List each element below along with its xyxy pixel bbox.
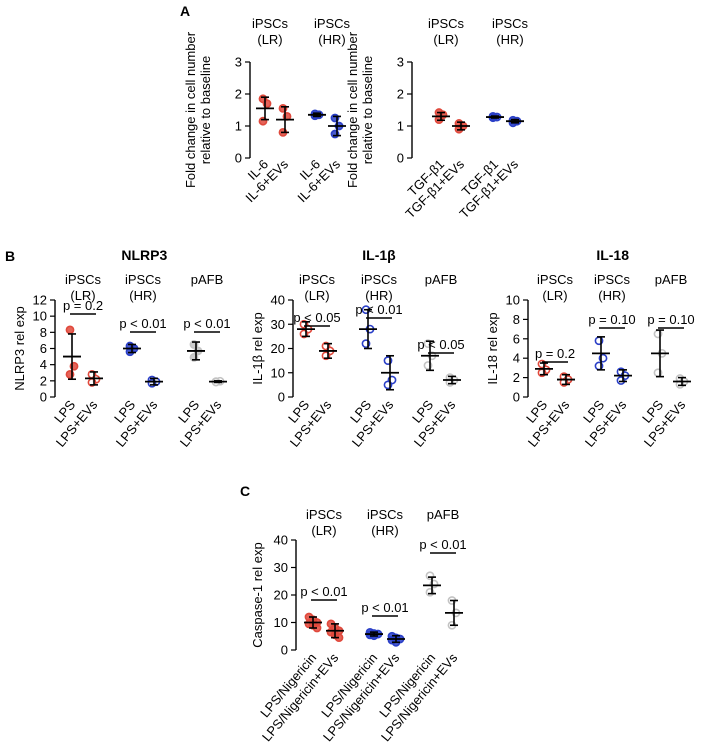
y-tick-label: 4	[40, 357, 47, 372]
y-tick-label: 8	[513, 312, 520, 327]
chart-title: NLRP3	[121, 247, 167, 263]
p-value-label: p < 0.01	[119, 316, 166, 331]
y-tick-label: 10	[506, 293, 520, 308]
p-value-label: p < 0.01	[361, 600, 408, 615]
group-label: iPSCs	[361, 272, 398, 287]
y-tick-label: 2	[235, 87, 242, 102]
y-axis-label: relative to baseline	[198, 56, 213, 164]
y-tick-label: 10	[271, 365, 285, 380]
chart-A2: 0 1 2 3 Fold change in cell number relative t…	[345, 16, 529, 221]
group-label: (LR)	[70, 288, 95, 303]
y-tick-label: 2	[40, 373, 47, 388]
p-value-label: p = 0.10	[588, 312, 635, 327]
group-label: iPSCs	[65, 272, 102, 287]
y-axis-label: Fold change in cell number	[183, 31, 198, 188]
y-axis-label: relative to baseline	[360, 56, 375, 164]
p-value-label: p = 0.10	[647, 312, 694, 327]
group-label: pAFB	[425, 272, 458, 287]
y-tick-label: 0	[513, 390, 520, 405]
y-axis-label: NLRP3 rel exp	[12, 306, 27, 391]
y-tick-label: 3	[397, 55, 404, 70]
y-tick-label: 6	[40, 341, 47, 356]
group-label: (LR)	[311, 523, 336, 538]
p-value-label: p < 0.01	[355, 302, 402, 317]
y-tick-label: 0	[40, 390, 47, 405]
p-value-label: p = 0.2	[535, 346, 575, 361]
group-label: (HR)	[365, 288, 392, 303]
y-tick-label: 40	[274, 533, 288, 548]
y-tick-label: 2	[397, 87, 404, 102]
group-label: iPSCs	[594, 272, 631, 287]
group-label: iPSCs	[314, 16, 351, 31]
data-point	[65, 325, 75, 335]
y-tick-label: 20	[274, 588, 288, 603]
p-value-label: p < 0.01	[419, 537, 466, 552]
y-tick-label: 12	[33, 293, 47, 308]
y-tick-label: 0	[397, 151, 404, 166]
y-tick-label: 3	[235, 55, 242, 70]
group-label: pAFB	[655, 272, 688, 287]
group-label: (LR)	[257, 32, 282, 47]
group-label: (HR)	[129, 288, 156, 303]
group-label: (LR)	[542, 288, 567, 303]
y-tick-label: 0	[235, 151, 242, 166]
group-label: (HR)	[496, 32, 523, 47]
group-label: (HR)	[371, 523, 398, 538]
y-tick-label: 0	[281, 643, 288, 658]
panel-letter-C: C	[240, 483, 250, 499]
panel-letter-B: B	[5, 248, 15, 264]
y-tick-label: 2	[513, 370, 520, 385]
chart-title: IL-1β	[362, 247, 396, 263]
chart-A1: 0 1 2 3 Fold change in cell number relative t…	[183, 16, 351, 205]
group-label: pAFB	[191, 272, 224, 287]
group-label: iPSCs	[306, 507, 343, 522]
p-value-label: p < 0.05	[417, 337, 464, 352]
y-tick-label: 8	[40, 325, 47, 340]
group-label: (HR)	[598, 288, 625, 303]
y-tick-label: 10	[274, 615, 288, 630]
group-label: iPSCs	[428, 16, 465, 31]
group-label: pAFB	[427, 507, 460, 522]
p-value-label: p < 0.01	[183, 316, 230, 331]
p-value-label: p = 0.2	[63, 298, 103, 313]
y-axis-label: IL-18 rel exp	[485, 312, 500, 384]
group-label: iPSCs	[367, 507, 404, 522]
chart-title: IL-18	[596, 247, 629, 263]
group-label: iPSCs	[299, 272, 336, 287]
y-tick-label: 40	[271, 293, 285, 308]
group-label: (LR)	[304, 288, 329, 303]
y-tick-label: 4	[513, 351, 520, 366]
p-value-label: p < 0.01	[300, 584, 347, 599]
panel-letter-A: A	[180, 3, 190, 19]
p-value-label: p < 0.05	[293, 310, 340, 325]
y-tick-label: 6	[513, 331, 520, 346]
y-tick-label: 10	[33, 309, 47, 324]
y-tick-label: 0	[278, 390, 285, 405]
y-axis-label: IL-1β rel exp	[250, 312, 265, 385]
group-label: iPSCs	[125, 272, 162, 287]
y-tick-label: 30	[274, 560, 288, 575]
y-axis-label: Caspase-1 rel exp	[250, 542, 265, 648]
group-label: (LR)	[433, 32, 458, 47]
y-axis-label: Fold change in cell number	[345, 31, 360, 188]
group-label: iPSCs	[537, 272, 574, 287]
group-label: (HR)	[318, 32, 345, 47]
y-tick-label: 1	[397, 119, 404, 134]
group-label: iPSCs	[252, 16, 289, 31]
y-tick-label: 30	[271, 317, 285, 332]
y-tick-label: 20	[271, 341, 285, 356]
group-label: iPSCs	[492, 16, 529, 31]
y-tick-label: 1	[235, 119, 242, 134]
